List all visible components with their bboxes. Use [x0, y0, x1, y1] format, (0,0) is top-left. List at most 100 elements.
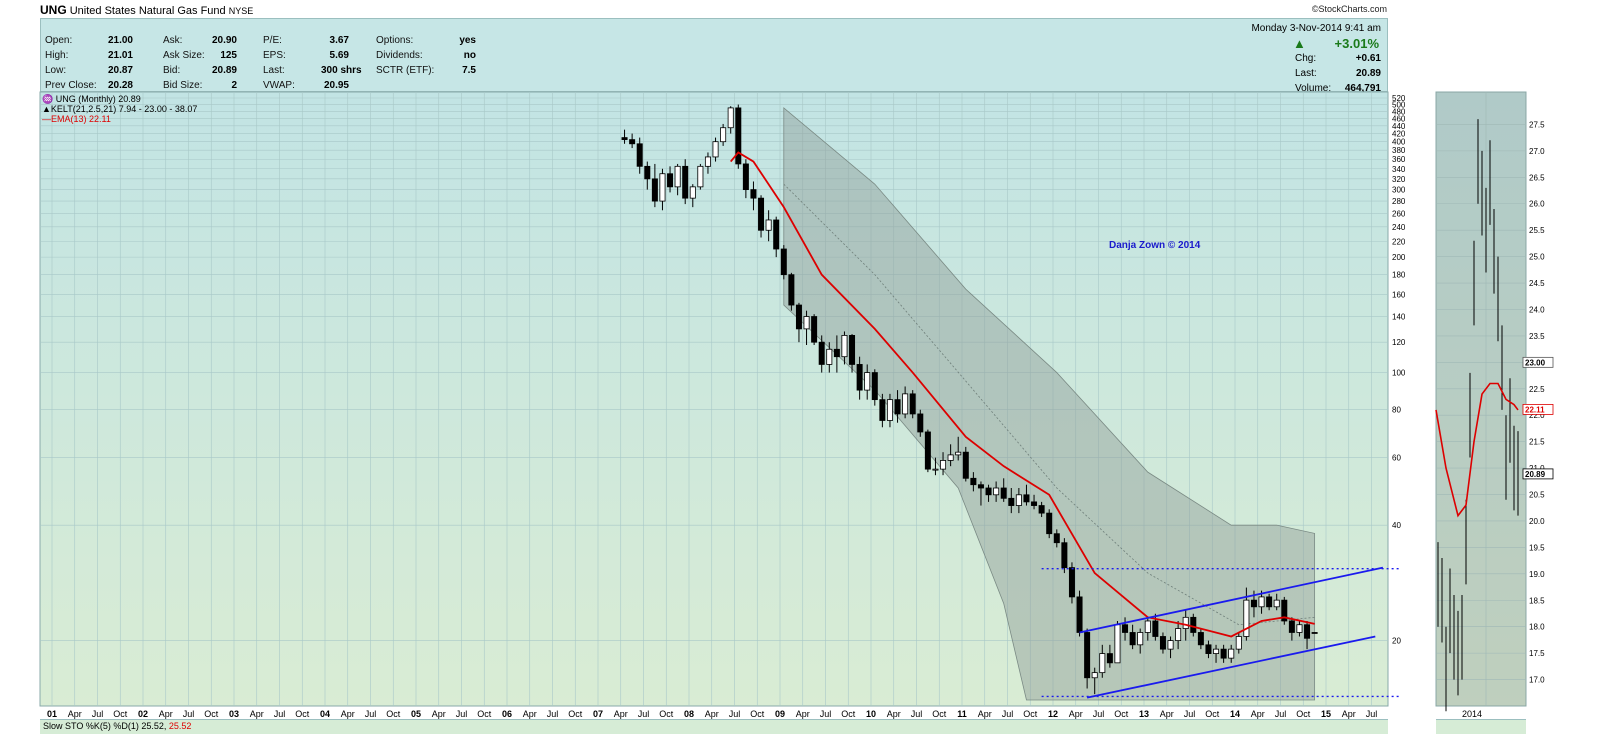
y-tick-label: 200 — [1392, 253, 1406, 262]
y-tick-label: 480 — [1392, 107, 1406, 116]
fund-name: United States Natural Gas Fund — [69, 5, 226, 17]
side-y-tick: 27.5 — [1529, 120, 1545, 129]
quote-label: Ask: — [163, 35, 183, 46]
candle-body — [1197, 632, 1204, 646]
candle-body — [871, 372, 878, 401]
candle-body — [1144, 620, 1151, 633]
candle-body — [1137, 632, 1144, 646]
quote-value: 5.69 — [329, 50, 349, 61]
candle-body — [970, 477, 977, 486]
quote-row: Prev Close: 20.28 — [45, 78, 133, 93]
candle-body — [818, 341, 825, 365]
legend-kelt-text: KELT(21,2.5,21) 7.94 - 23.00 - 38.07 — [50, 104, 198, 114]
up-arrow-icon: ▲ — [1293, 36, 1306, 51]
side-y-tick: 17.0 — [1529, 676, 1545, 685]
side-y-tick: 20.0 — [1529, 517, 1545, 526]
side-y-tick: 26.5 — [1529, 173, 1545, 182]
candle-body — [1296, 624, 1303, 633]
value-tag — [1522, 404, 1554, 415]
candle-body — [1114, 624, 1121, 664]
quote-value: 125 — [220, 50, 237, 61]
candle-body — [917, 413, 924, 433]
x-tick-label: Apr — [705, 709, 719, 719]
candle-body — [1129, 632, 1136, 646]
candle-body — [704, 156, 711, 167]
x-tick-label: Apr — [887, 709, 901, 719]
x-tick-label: 15 — [1321, 709, 1331, 719]
x-tick-label: Oct — [1296, 709, 1311, 719]
value-tag-text: 20.89 — [1525, 470, 1546, 479]
candle-body — [1099, 653, 1106, 674]
candle-body — [902, 393, 909, 415]
x-tick-label: Jul — [1275, 709, 1287, 719]
x-tick-label: Jul — [547, 709, 559, 719]
x-tick-label: Apr — [341, 709, 355, 719]
candle-body — [1159, 636, 1166, 650]
candle-body — [621, 137, 628, 141]
candle-body — [720, 127, 727, 143]
x-tick-label: Jul — [911, 709, 923, 719]
side-y-tick: 22.0 — [1529, 411, 1545, 420]
quote-row: SCTR (ETF): 7.5 — [376, 63, 476, 78]
candle-body — [909, 393, 916, 415]
x-tick-label: Oct — [1114, 709, 1129, 719]
side-y-tick: 24.5 — [1529, 279, 1545, 288]
y-tick-label: 180 — [1392, 271, 1406, 280]
quote-label: Chg: — [1295, 53, 1317, 64]
x-tick-label: 13 — [1139, 709, 1149, 719]
side-y-tick: 17.5 — [1529, 649, 1545, 658]
x-tick-label: Jul — [1093, 709, 1105, 719]
x-tick-label: Jul — [456, 709, 468, 719]
y-tick-label: 360 — [1392, 155, 1406, 164]
quote-right-row: Chg: +0.61 — [1295, 51, 1381, 66]
legend-price: ♒ UNG (Monthly) 20.89 — [42, 94, 197, 104]
x-tick-label: Apr — [432, 709, 446, 719]
quote-label: Open: — [45, 35, 73, 46]
x-tick-label: Oct — [477, 709, 492, 719]
y-tick-label: 80 — [1392, 406, 1401, 415]
side-y-tick: 25.0 — [1529, 253, 1545, 262]
quote-row: Ask Size: 125 — [163, 48, 237, 63]
x-tick-label: 14 — [1230, 709, 1240, 719]
side-y-tick: 18.5 — [1529, 596, 1545, 605]
x-tick-label: Jul — [274, 709, 286, 719]
y-tick-label: 320 — [1392, 175, 1406, 184]
candle-body — [1235, 636, 1242, 650]
candle-body — [1228, 648, 1235, 659]
quote-col-3: P/E: 3.67 EPS: 5.69 Last: 300 shrs VWAP: 20.95 — [263, 33, 362, 93]
y-tick-label: 40 — [1392, 521, 1401, 530]
candle-body — [1190, 616, 1197, 633]
x-tick-label: Apr — [1251, 709, 1265, 719]
candle-body — [1061, 542, 1068, 569]
x-tick-label: Jul — [183, 709, 195, 719]
x-tick-label: Oct — [1205, 709, 1220, 719]
y-tick-label: 240 — [1392, 223, 1406, 232]
candle-body — [1084, 632, 1091, 679]
legend-ema: —EMA(13) 22.11 — [42, 114, 197, 124]
quote-row: Low: 20.87 — [45, 63, 133, 78]
quote-row: EPS: 5.69 — [263, 48, 349, 63]
y-tick-label: 460 — [1392, 114, 1406, 123]
x-tick-label: Jul — [820, 709, 832, 719]
candle-body — [1046, 512, 1053, 535]
y-tick-label: 220 — [1392, 237, 1406, 246]
y-tick-label: 20 — [1392, 637, 1401, 646]
legend-price-text: UNG (Monthly) 20.89 — [55, 94, 141, 104]
x-tick-label: 08 — [684, 709, 694, 719]
candle-body — [1304, 624, 1311, 639]
candle-body — [864, 372, 871, 391]
legend: ♒ UNG (Monthly) 20.89 ▲KELT(21,2.5,21) 7… — [42, 94, 197, 124]
value-tag-text: 23.00 — [1525, 358, 1546, 367]
candle-body — [1281, 599, 1288, 622]
keltner-band — [783, 107, 1316, 701]
candle-body — [644, 165, 651, 180]
chart-title: UNG United States Natural Gas Fund NYSE — [40, 3, 253, 17]
x-tick-label: 04 — [320, 709, 330, 719]
candle-body — [985, 487, 992, 496]
x-tick-label: Apr — [250, 709, 264, 719]
candle-body — [1091, 672, 1098, 679]
x-tick-label: 06 — [502, 709, 512, 719]
side-y-tick: 27.0 — [1529, 147, 1545, 156]
x-tick-label: Jul — [1002, 709, 1014, 719]
